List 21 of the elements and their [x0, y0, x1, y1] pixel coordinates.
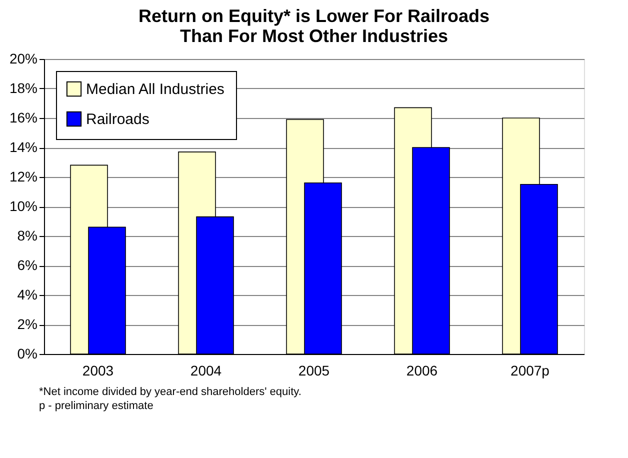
x-tick-label: 2005	[298, 362, 330, 378]
y-tick-label: 6%	[17, 257, 38, 273]
y-tick-label: 0%	[17, 346, 38, 362]
legend-label: Median All Industries	[86, 81, 224, 98]
y-tick-label: 4%	[17, 286, 38, 302]
y-tick-label: 16%	[9, 110, 38, 126]
legend-label: Railroads	[86, 111, 150, 128]
x-tick-label: 2007p	[510, 362, 550, 378]
y-tick-label: 14%	[9, 139, 38, 155]
y-tick-label: 10%	[9, 198, 38, 214]
x-tick-label: 2003	[82, 362, 114, 378]
y-tick-label: 18%	[9, 80, 38, 96]
x-tick-label: 2006	[406, 362, 438, 378]
chart-title: Return on Equity* is Lower For Railroads Than For Most Other Industries	[138, 6, 490, 46]
text: p - preliminary estimate	[39, 400, 154, 412]
y-tick-label: 8%	[17, 228, 38, 244]
y-tick-label: 20%	[9, 50, 38, 66]
y-tick-label: 2%	[17, 316, 38, 332]
y-tick-label: 12%	[9, 168, 38, 184]
text: *Net income divided by year-end shareholders' equity.	[39, 386, 302, 398]
x-tick-label: 2004	[190, 362, 222, 378]
